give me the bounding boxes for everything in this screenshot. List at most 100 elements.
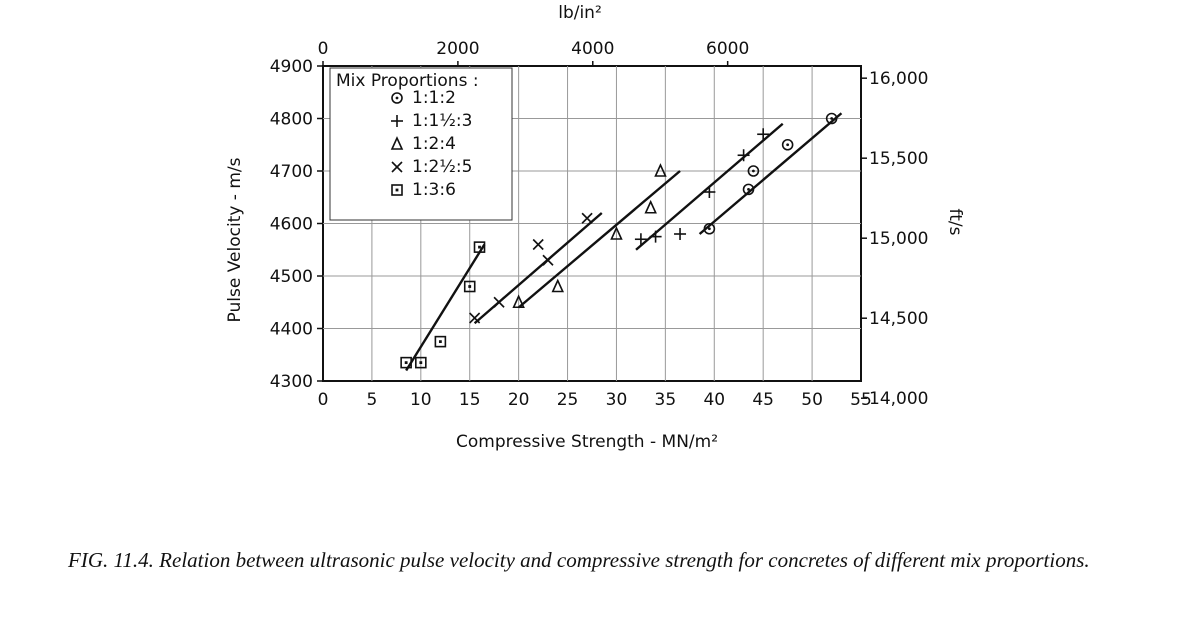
marker-circle (391, 92, 403, 104)
data-point-series-3 (542, 254, 554, 266)
data-point-series-3 (581, 212, 593, 224)
marker-dot (438, 340, 442, 344)
y-tick-label: 4500 (270, 267, 313, 287)
marker-square (434, 335, 447, 348)
data-point-series-4 (400, 356, 412, 369)
y-tick-label: 4600 (270, 215, 313, 235)
y-axis-title: Pulse Velocity - m/s (225, 157, 245, 322)
legend-entry-label: 1:1½:3 (412, 111, 472, 131)
marker-dot (752, 169, 755, 173)
y-tick-label: 4300 (270, 372, 313, 392)
y2-axis-title: ft/s (945, 209, 965, 236)
data-point-series-0 (825, 112, 838, 125)
marker-dot (786, 143, 790, 147)
x-tick-label: 15 (459, 390, 481, 410)
x-tick-label: 50 (801, 390, 823, 410)
data-point-series-1 (649, 230, 662, 243)
marker-x-b (469, 312, 481, 324)
legend-marker (391, 115, 403, 127)
x-tick-label: 25 (557, 390, 579, 410)
figure-caption: FIG. 11.4. Relation between ultrasonic p… (68, 548, 1090, 572)
marker-triangle (512, 294, 525, 309)
y2-tick-label: 16,000 (869, 69, 928, 89)
marker-dot (468, 285, 472, 288)
x2-tick-label: 6000 (706, 39, 749, 59)
legend-entry-label: 1:2½:5 (412, 157, 472, 177)
data-point-series-1 (674, 228, 687, 240)
y-tick-label: 4800 (270, 110, 313, 130)
marker-square (473, 241, 486, 253)
fit-line-series-4 (405, 243, 486, 372)
data-point-series-0 (747, 165, 760, 177)
x2-tick-label: 4000 (571, 39, 614, 59)
data-point-series-4 (473, 241, 486, 253)
data-point-series-3 (532, 238, 544, 251)
data-point-series-4 (463, 280, 476, 293)
marker-square (463, 280, 476, 293)
legend: Mix Proportions : 1:1:2 1:1½:3 1:2:4 1:2½:5… (329, 67, 513, 221)
data-point-series-0 (781, 138, 794, 151)
marker-dot (395, 188, 399, 192)
x-tick-label: 30 (606, 390, 628, 410)
marker-x-b (493, 296, 505, 308)
data-point-series-4 (434, 335, 447, 348)
x-tick-label: 35 (655, 390, 677, 410)
marker-circle (825, 112, 838, 125)
grid (323, 66, 861, 381)
marker-triangle (654, 163, 667, 177)
legend-marker (390, 136, 404, 150)
data-point-series-2 (644, 199, 657, 214)
marker-dot (747, 187, 750, 191)
x-tick-label: 20 (508, 390, 530, 410)
marker-square (415, 356, 427, 369)
x2-tick-label: 2000 (436, 39, 479, 59)
marker-dot (707, 227, 711, 231)
chart-svg: 0 5 10 15 20 25 30 35 40 45 50 55 4300 4400 4500 4600 47… (225, 3, 965, 452)
x2-axis-title: lb/in² (558, 3, 602, 23)
x-tick-label: 40 (703, 390, 725, 410)
legend-marker (391, 92, 403, 104)
x-tick-label: 55 (850, 390, 872, 410)
legend-entry-label: 1:1:2 (412, 88, 456, 108)
marker-triangle (644, 199, 657, 214)
marker-x-b (581, 212, 593, 224)
y2-tick-label: 14,500 (869, 309, 928, 329)
y-tick-label: 4900 (270, 57, 313, 77)
marker-triangle (390, 136, 404, 150)
data-point-series-3 (469, 312, 481, 324)
marker-dot (419, 361, 423, 365)
data-point-series-1 (634, 233, 647, 246)
chart: 0 5 10 15 20 25 30 35 40 45 50 55 4300 4400 4500 4600 47… (225, 3, 965, 452)
x-tick-label: 0 (318, 390, 329, 410)
marker-triangle (610, 226, 623, 240)
legend-marker (391, 161, 403, 173)
marker-dot (478, 245, 481, 249)
marker-circle (742, 183, 755, 196)
data-point-series-1 (757, 128, 770, 141)
data-point-series-3 (493, 296, 505, 308)
marker-square (391, 184, 403, 196)
marker-x-b (542, 254, 554, 266)
data-point-series-2 (512, 294, 525, 309)
x-tick-label: 10 (410, 390, 432, 410)
data-point-series-2 (551, 278, 565, 293)
legend-title: Mix Proportions : (336, 71, 479, 91)
y2-tick-label: 15,500 (869, 149, 928, 169)
fit-line-series-2 (517, 170, 681, 309)
data-point-series-1 (737, 149, 750, 162)
data-point-series-0 (703, 222, 716, 235)
x-tick-label: 5 (366, 390, 377, 410)
data-point-series-4 (415, 356, 427, 369)
marker-dot (830, 117, 834, 120)
marker-dot (404, 361, 408, 365)
x-axis-title: Compressive Strength - MN/m² (456, 432, 718, 452)
marker-dot (395, 96, 399, 100)
legend-box (329, 67, 513, 221)
marker-triangle (551, 278, 565, 293)
legend-entry-label: 1:3:6 (412, 180, 456, 200)
data-point-series-0 (742, 183, 755, 196)
x-tick-label: 45 (752, 390, 774, 410)
y-tick-label: 4400 (270, 320, 313, 340)
marker-circle (781, 138, 794, 151)
marker-x-b (532, 238, 544, 251)
